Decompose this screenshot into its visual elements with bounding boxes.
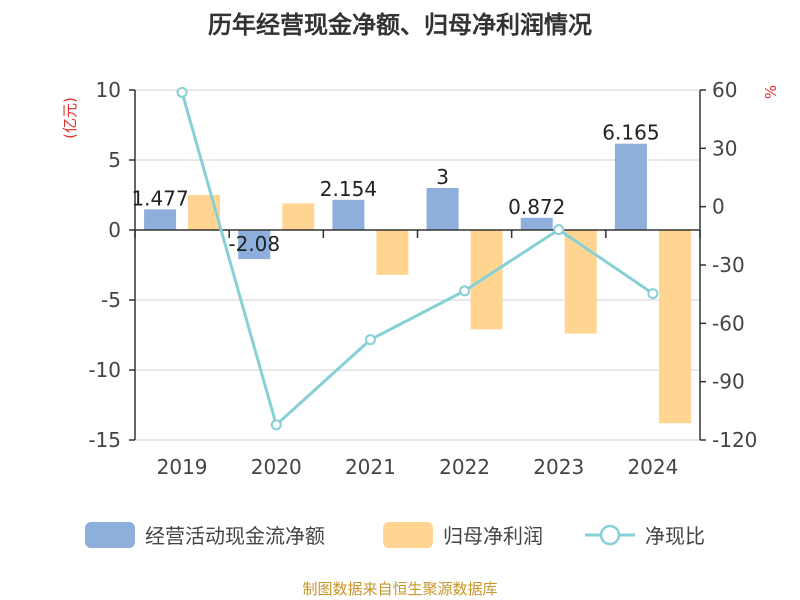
x-tick-label: 2023: [533, 455, 584, 479]
cashflow-data-label: -2.08: [228, 232, 280, 256]
cashflow-data-label: 0.872: [508, 195, 565, 219]
cashflow-data-label: 6.165: [602, 121, 659, 145]
cashflow-bar: [520, 217, 553, 230]
net-profit-bar: [470, 230, 503, 330]
cashflow-bar: [332, 199, 365, 230]
net-profit-bar: [282, 203, 315, 230]
net-profit-bar: [564, 230, 597, 334]
data-labels: 1.477 -2.08 2.154 3 0.872 6.165: [131, 121, 659, 256]
cashflow-data-label: 1.477: [131, 186, 188, 210]
gridlines: [135, 89, 700, 441]
ratio-point: [647, 288, 659, 300]
data-source-note: 制图数据来自恒生聚源数据库: [302, 580, 497, 598]
left-tick-label: -5: [101, 288, 121, 312]
cashflow-bar: [426, 188, 459, 230]
right-tick-label: -120: [712, 428, 757, 452]
legend-label-ratio: 净现比: [645, 524, 705, 548]
right-tick-label: -30: [712, 253, 745, 277]
x-tick-label: 2022: [439, 455, 490, 479]
right-tick-label: 0: [712, 195, 725, 219]
right-tick-label: -60: [712, 311, 745, 335]
legend-label-cashflow: 经营活动现金流净额: [145, 524, 325, 548]
ratio-point: [364, 334, 376, 346]
right-tick-label: 60: [712, 78, 737, 102]
cashflow-data-label: 3: [436, 165, 449, 189]
left-tick-label: -10: [88, 358, 121, 382]
ratio-point: [553, 224, 565, 236]
legend-label-net-profit: 归母净利润: [443, 524, 543, 548]
bar-marks: [144, 143, 691, 424]
x-tick-label: 2019: [157, 455, 208, 479]
cashflow-bar: [614, 143, 647, 230]
right-tick-label: -90: [712, 370, 745, 394]
right-axis-unit: %: [762, 85, 780, 99]
left-tick-label: 10: [96, 78, 121, 102]
net-profit-bar: [658, 230, 691, 424]
ratio-line-layer: [176, 86, 659, 431]
left-tick-label: 5: [108, 148, 121, 172]
tick-labels: 10 5 0 -5 -10 -15 60 30 0 -30 -60 -90 -120 2019 2020 20…: [88, 78, 757, 479]
cashflow-data-label: 2.154: [320, 177, 377, 201]
legend-swatch-cashflow: [85, 522, 135, 548]
legend-swatch-net-profit: [383, 522, 433, 548]
cashflow-bar: [144, 209, 177, 230]
left-tick-label: 0: [108, 218, 121, 242]
x-tick-label: 2020: [251, 455, 302, 479]
net-profit-bar: [376, 230, 409, 275]
legend-swatch-marker: [599, 524, 621, 546]
chart-title: 历年经营现金净额、归母净利润情况: [208, 11, 592, 39]
legend: 经营活动现金流净额 归母净利润 净现比: [85, 522, 705, 548]
ratio-point: [459, 285, 471, 297]
axes: [129, 89, 706, 441]
cashflow-bar: [238, 230, 271, 260]
left-axis-unit: (亿元): [61, 97, 79, 139]
ratio-point: [270, 419, 282, 431]
right-tick-label: 30: [712, 136, 737, 160]
x-tick-label: 2024: [627, 455, 678, 479]
ratio-line: [180, 91, 654, 427]
x-tick-label: 2021: [345, 455, 396, 479]
ratio-point: [176, 86, 188, 98]
left-tick-label: -15: [88, 428, 121, 452]
